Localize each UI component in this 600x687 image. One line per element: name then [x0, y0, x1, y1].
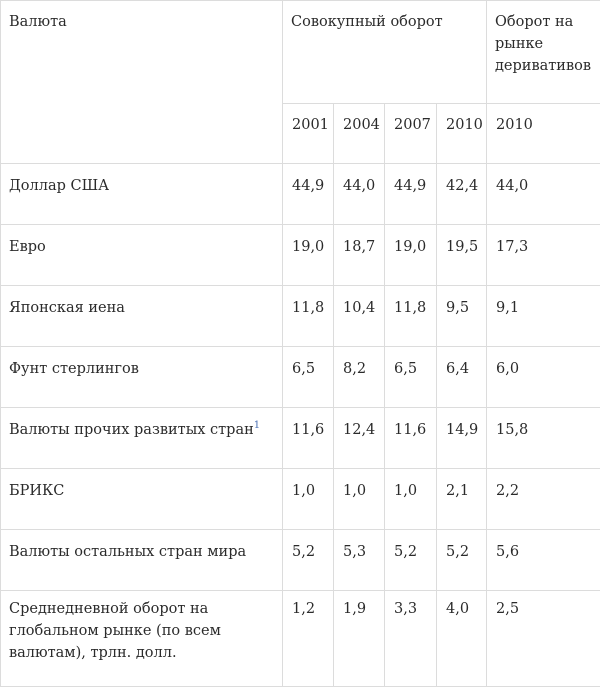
footnote-marker[interactable]: 1	[254, 420, 260, 431]
value-cell: 5,2	[283, 530, 334, 591]
value-cell: 5,2	[437, 530, 487, 591]
row-label: Евро	[9, 239, 46, 255]
row-label: БРИКС	[9, 483, 64, 499]
header-total-turnover: Совокупный оборот	[283, 1, 487, 104]
value-cell: 9,1	[487, 286, 600, 347]
value-cell: 6,5	[385, 347, 437, 408]
year-2010-derivatives: 2010	[487, 104, 600, 164]
value-cell: 11,6	[283, 408, 334, 469]
value-cell: 44,9	[283, 164, 334, 225]
table-row: Среднедневной оборот на глобальном рынке…	[1, 591, 600, 687]
value-cell: 1,0	[385, 469, 437, 530]
year-2001: 2001	[283, 104, 334, 164]
value-cell: 8,2	[334, 347, 385, 408]
value-cell: 5,6	[487, 530, 600, 591]
row-label: Среднедневной оборот на глобальном рынке…	[9, 601, 221, 661]
value-cell: 17,3	[487, 225, 600, 286]
row-label-cell: Среднедневной оборот на глобальном рынке…	[1, 591, 283, 687]
value-cell: 11,6	[385, 408, 437, 469]
row-label-cell: Доллар США	[1, 164, 283, 225]
year-2010: 2010	[437, 104, 487, 164]
value-cell: 1,9	[334, 591, 385, 687]
row-label: Валюты прочих развитых стран	[9, 422, 254, 438]
row-label-cell: Фунт стерлингов	[1, 347, 283, 408]
value-cell: 19,5	[437, 225, 487, 286]
row-label-cell: Евро	[1, 225, 283, 286]
header-currency: Валюта	[1, 1, 283, 164]
value-cell: 14,9	[437, 408, 487, 469]
value-cell: 4,0	[437, 591, 487, 687]
value-cell: 2,5	[487, 591, 600, 687]
value-cell: 5,2	[385, 530, 437, 591]
value-cell: 6,4	[437, 347, 487, 408]
year-2007: 2007	[385, 104, 437, 164]
value-cell: 2,2	[487, 469, 600, 530]
header-derivatives-turnover: Оборот на рынке деривативов	[487, 1, 600, 104]
row-label-cell: Японская иена	[1, 286, 283, 347]
value-cell: 6,0	[487, 347, 600, 408]
value-cell: 18,7	[334, 225, 385, 286]
value-cell: 42,4	[437, 164, 487, 225]
row-label: Японская иена	[9, 300, 125, 316]
header-row: Валюта Совокупный оборот Оборот на рынке…	[1, 1, 600, 104]
value-cell: 10,4	[334, 286, 385, 347]
value-cell: 9,5	[437, 286, 487, 347]
value-cell: 44,0	[334, 164, 385, 225]
year-2004: 2004	[334, 104, 385, 164]
value-cell: 1,2	[283, 591, 334, 687]
row-label: Доллар США	[9, 178, 109, 194]
value-cell: 19,0	[385, 225, 437, 286]
row-label-cell: Валюты прочих развитых стран1	[1, 408, 283, 469]
row-label-cell: БРИКС	[1, 469, 283, 530]
value-cell: 3,3	[385, 591, 437, 687]
value-cell: 11,8	[283, 286, 334, 347]
value-cell: 1,0	[334, 469, 385, 530]
row-label: Валюты остальных стран мира	[9, 544, 246, 560]
value-cell: 5,3	[334, 530, 385, 591]
row-label: Фунт стерлингов	[9, 361, 139, 377]
value-cell: 6,5	[283, 347, 334, 408]
value-cell: 15,8	[487, 408, 600, 469]
value-cell: 44,9	[385, 164, 437, 225]
value-cell: 19,0	[283, 225, 334, 286]
value-cell: 2,1	[437, 469, 487, 530]
value-cell: 12,4	[334, 408, 385, 469]
value-cell: 44,0	[487, 164, 600, 225]
value-cell: 11,8	[385, 286, 437, 347]
row-label-cell: Валюты остальных стран мира	[1, 530, 283, 591]
value-cell: 1,0	[283, 469, 334, 530]
